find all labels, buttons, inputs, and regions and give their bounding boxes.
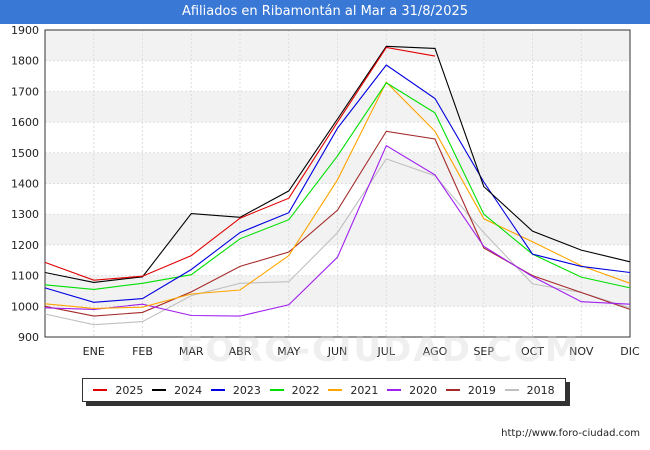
legend-label: 2019	[467, 383, 496, 397]
legend-label: 2022	[291, 383, 320, 397]
legend-label: 2018	[526, 383, 555, 397]
series-line-2021	[44, 81, 631, 309]
legend-swatch	[328, 389, 343, 391]
legend-label: 2021	[350, 383, 379, 397]
legend-swatch	[210, 389, 225, 391]
x-tick-label: JUL	[377, 345, 396, 358]
x-tick-label: ABR	[229, 345, 252, 358]
series-line-2020	[44, 144, 631, 317]
x-tick-label: MAR	[179, 345, 204, 358]
legend-item-2025: 2025	[93, 384, 143, 397]
y-tick-label: 1000	[11, 300, 39, 313]
y-tick-label: 1300	[11, 208, 39, 221]
x-tick-label: MAY	[277, 345, 300, 358]
y-tick-label: 1400	[11, 178, 39, 191]
source-url: http://www.foro-ciudad.com	[501, 428, 640, 439]
legend-item-2020: 2020	[387, 384, 437, 397]
x-tick-label: OCT	[521, 345, 544, 358]
series-line-2024	[44, 45, 631, 283]
legend: 2025 2024 2023 2022 2021 2020 2019 2018	[82, 378, 566, 402]
y-tick-label: 1900	[11, 24, 39, 37]
y-tick-label: 1600	[11, 116, 39, 129]
x-tick-label: DIC	[620, 345, 640, 358]
x-tick-label: JUN	[327, 345, 348, 358]
series-line-2018	[44, 158, 631, 326]
x-tick-label: AGO	[423, 345, 448, 358]
legend-label: 2024	[174, 383, 203, 397]
legend-swatch	[387, 389, 402, 391]
series-line-2019	[44, 130, 631, 317]
series-line-2023	[44, 64, 631, 303]
series-line-2025	[44, 46, 436, 281]
legend-label: 2025	[115, 383, 144, 397]
legend-swatch	[445, 389, 460, 391]
y-tick-label: 1100	[11, 270, 39, 283]
y-tick-label: 1800	[11, 55, 39, 68]
legend-swatch	[269, 389, 284, 391]
y-tick-label: 1500	[11, 147, 39, 160]
legend-item-2019: 2019	[445, 383, 496, 397]
plot-border	[44, 29, 631, 338]
legend-item-2022: 2022	[269, 383, 320, 397]
legend-swatch	[152, 389, 167, 391]
x-tick-label: FEB	[132, 345, 153, 358]
legend-swatch	[504, 389, 519, 391]
y-tick-label: 900	[18, 331, 39, 344]
legend-item-2024: 2024	[152, 384, 202, 397]
y-tick-label: 1200	[11, 239, 39, 252]
legend-label: 2023	[232, 383, 261, 397]
y-tick-label: 1700	[11, 85, 39, 98]
legend-label: 2020	[409, 383, 438, 397]
legend-swatch	[93, 389, 108, 391]
x-tick-label: ENE	[83, 345, 105, 358]
chart-title: Afiliados en Ribamontán al Mar a 31/8/20…	[0, 0, 650, 24]
watermark-text: FORO-CIUDAD.COM	[180, 330, 581, 370]
x-tick-label: SEP	[473, 345, 494, 358]
legend-item-2021: 2021	[328, 384, 378, 397]
x-tick-label: NOV	[569, 345, 594, 358]
legend-item-2018: 2018	[504, 383, 555, 397]
legend-item-2023: 2023	[210, 383, 261, 397]
